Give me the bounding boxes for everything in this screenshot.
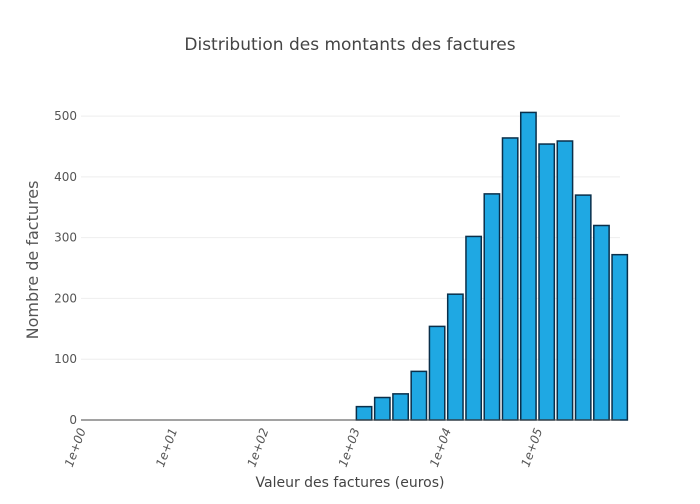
bar-11 <box>538 143 556 421</box>
bar-14 <box>593 224 610 421</box>
bar-13 <box>574 194 592 421</box>
x-tick-label-1e+03: 1e+03 <box>336 426 363 469</box>
x-axis-ticks: 1e+00 1e+01 1e+02 1e+03 1e+04 1e+05 <box>62 426 545 469</box>
y-tick-label-400: 400 <box>54 170 77 184</box>
bar-3 <box>392 393 409 421</box>
bar-4 <box>410 370 428 421</box>
chart-title: Distribution des montants des factures <box>184 35 515 55</box>
x-tick-label-1e+05: 1e+05 <box>518 426 545 469</box>
y-tick-label-500: 500 <box>54 109 77 123</box>
x-tick-label-1e+04: 1e+04 <box>427 426 454 469</box>
y-tick-label-200: 200 <box>54 291 77 305</box>
x-tick-label-1e+00: 1e+00 <box>62 426 89 469</box>
bar-8 <box>483 193 501 421</box>
bar-12 <box>556 140 574 421</box>
x-tick-label-1e+01: 1e+01 <box>153 426 180 469</box>
bars <box>355 111 629 421</box>
x-tick-label-1e+02: 1e+02 <box>244 426 271 469</box>
y-tick-label-300: 300 <box>54 231 77 245</box>
bar-15 <box>611 253 629 421</box>
bar-7 <box>465 235 483 421</box>
bar-5 <box>428 325 446 421</box>
y-axis-title: Nombre de factures <box>23 181 42 340</box>
x-axis-title: Valeur des factures (euros) <box>256 475 445 491</box>
y-tick-label-0: 0 <box>69 413 77 427</box>
bar-1 <box>355 405 373 421</box>
bar-9 <box>501 137 519 421</box>
bar-10 <box>519 111 537 421</box>
bar-6 <box>446 293 464 421</box>
bar-2 <box>373 396 391 421</box>
y-axis-ticks: 0 100 200 300 400 500 <box>54 109 77 427</box>
y-tick-label-100: 100 <box>54 352 77 366</box>
